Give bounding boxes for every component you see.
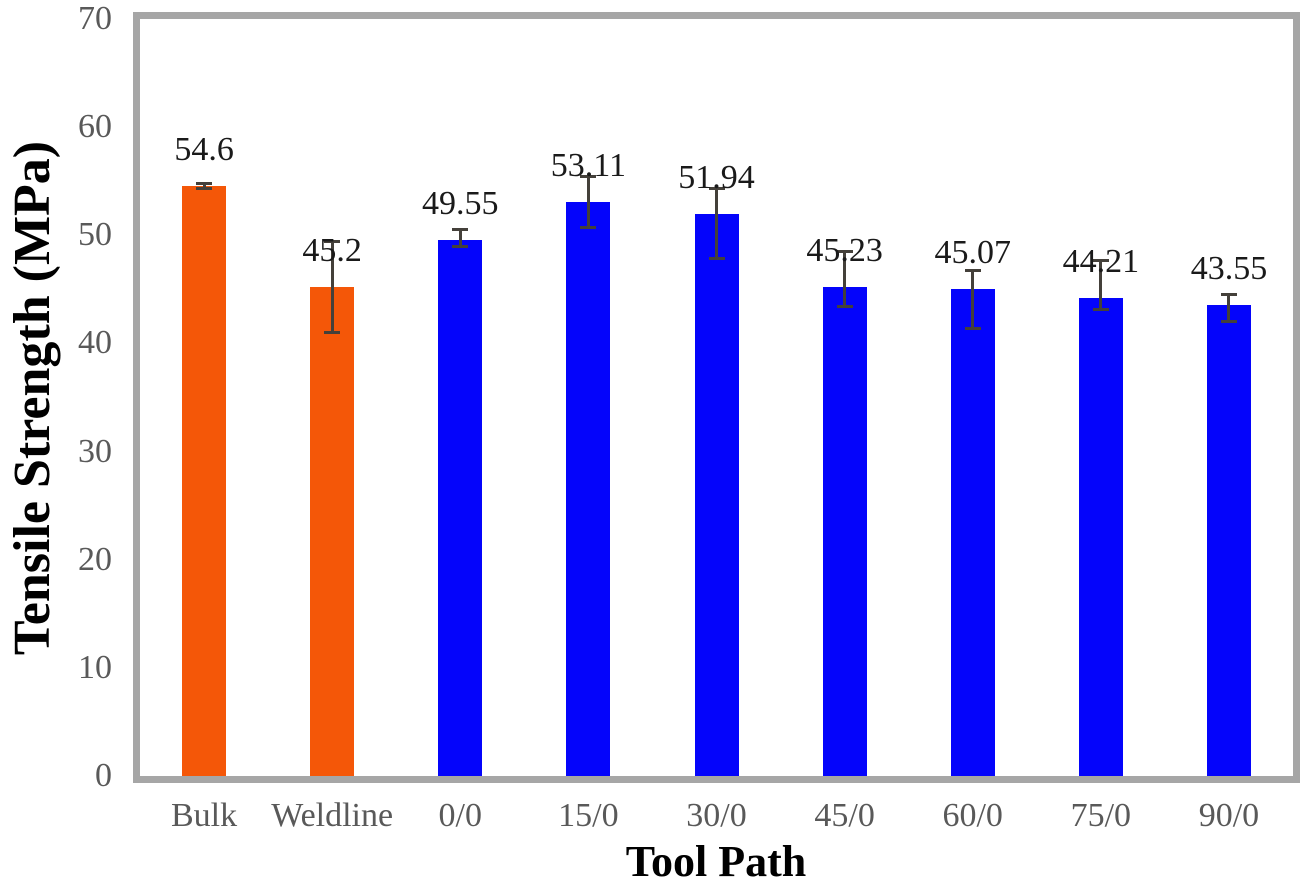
x-tick-label: Weldline	[271, 797, 394, 834]
bar-value-label: 45.2	[302, 232, 362, 270]
error-bar-cap-top	[1092, 259, 1109, 263]
error-bar-cap-top	[836, 250, 853, 254]
bar	[310, 287, 355, 776]
bar	[182, 185, 227, 776]
bar	[1078, 297, 1123, 776]
error-bar-cap-top	[580, 174, 597, 178]
x-tick-label: 75/0	[1070, 797, 1132, 834]
x-tick-label: 60/0	[942, 797, 1003, 834]
error-bar-cap-bottom	[708, 257, 725, 261]
y-axis-ticks: 0 10 20 30 40 50 60 70	[0, 0, 112, 893]
bar	[822, 286, 867, 776]
bar	[1206, 305, 1251, 776]
bar	[438, 240, 483, 776]
bar-value-label: 45.07	[934, 233, 1011, 271]
x-tick-label: 30/0	[686, 797, 747, 834]
error-bar-line	[843, 250, 847, 308]
y-tick-label: 20	[78, 540, 112, 578]
bar-value-label: 49.55	[422, 185, 499, 223]
error-bar-cap-top	[452, 227, 469, 231]
bar	[950, 288, 995, 776]
x-tick-label: Bulk	[171, 797, 238, 834]
bar-value-label: 51.94	[678, 159, 755, 197]
bar-value-label: 43.55	[1190, 250, 1268, 288]
error-bar-cap-bottom	[1092, 307, 1109, 311]
error-bar-cap-top	[708, 186, 725, 190]
y-tick-label: 30	[78, 432, 112, 470]
error-bar-cap-top	[964, 268, 981, 272]
y-tick-label: 70	[78, 0, 112, 37]
error-bar-line	[971, 268, 975, 331]
bar	[566, 201, 611, 776]
error-bar-line	[1227, 292, 1231, 323]
error-bar-cap-bottom	[452, 245, 469, 249]
error-bar-line	[458, 227, 462, 249]
bar-value-label: 53.11	[550, 146, 626, 184]
error-bar-cap-bottom	[1220, 319, 1237, 323]
error-bar-cap-bottom	[580, 225, 597, 229]
y-tick-label: 60	[78, 108, 112, 146]
bar-value-label: 45.23	[806, 231, 883, 269]
bar	[694, 214, 739, 776]
y-tick-label: 50	[78, 216, 112, 254]
x-axis-tick-labels: Bulk Weldline 0/0 15/0 30/0 45/0 60/0 75/0 90/0	[140, 799, 1293, 841]
error-bar-line	[202, 181, 206, 190]
x-tick-label: 0/0	[438, 797, 482, 834]
x-axis-title: Tool Path	[625, 837, 807, 886]
error-bar-line	[330, 239, 334, 334]
y-tick-label: 10	[78, 648, 112, 686]
error-bar-cap-top	[1220, 292, 1237, 296]
error-bar-cap-bottom	[964, 327, 981, 331]
error-bar-line	[586, 174, 590, 229]
error-bar-line	[715, 186, 718, 261]
error-bar-cap-bottom	[836, 304, 853, 308]
error-bar-cap-bottom	[196, 186, 213, 190]
error-bar-cap-top	[196, 181, 213, 185]
y-tick-label: 0	[95, 757, 112, 794]
error-bar-cap-bottom	[324, 330, 341, 334]
plot-area: 54.6 45.2 49.55 53.11 51.94 45.23 45.07 44.21 43…	[133, 12, 1300, 783]
bar-value-label: 44.21	[1062, 242, 1140, 280]
x-tick-label: 15/0	[558, 797, 619, 834]
x-tick-label: 90/0	[1198, 797, 1260, 834]
error-bar-line	[1099, 259, 1103, 311]
x-tick-label: 45/0	[814, 797, 875, 834]
y-tick-label: 40	[78, 324, 112, 362]
bar-value-label: 54.6	[174, 130, 234, 168]
error-bar-cap-top	[324, 239, 341, 243]
